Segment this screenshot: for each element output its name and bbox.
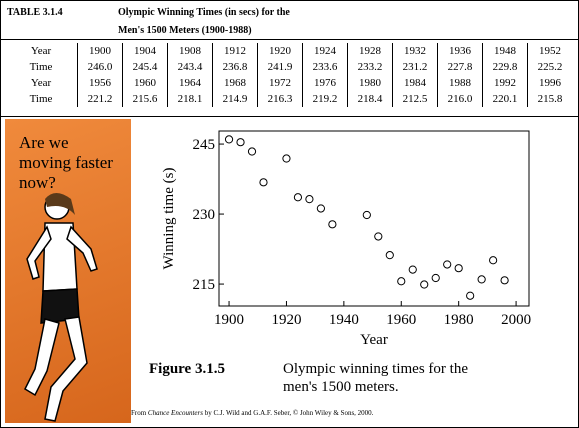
point xyxy=(386,252,393,259)
y-tick-label: 215 xyxy=(193,277,216,293)
point xyxy=(317,205,324,212)
point xyxy=(432,274,439,281)
x-tick-label: 2000 xyxy=(501,312,531,328)
point xyxy=(329,221,336,228)
point xyxy=(444,261,451,268)
point xyxy=(409,266,416,273)
caption-text: men's 1500 meters. xyxy=(283,379,399,395)
point xyxy=(501,277,508,284)
footer: From Chance Encounters by C.J. Wild and … xyxy=(131,409,373,417)
caption-text: Olympic winning times for the xyxy=(283,361,468,377)
caption-label: Figure 3.1.5 xyxy=(149,361,225,377)
point xyxy=(225,136,232,143)
chart: Figure 3.1.5 Olympic winning times for t… xyxy=(1,1,578,427)
y-tick-label: 230 xyxy=(193,207,216,223)
footer-text: From xyxy=(131,409,146,417)
point xyxy=(306,196,313,203)
plot-frame xyxy=(219,131,529,306)
point xyxy=(398,278,405,285)
y-tick-label: 245 xyxy=(193,137,216,153)
point xyxy=(421,281,428,288)
point xyxy=(478,276,485,283)
y-axis-label: Winning time (s) xyxy=(161,168,177,270)
point xyxy=(260,179,267,186)
point xyxy=(455,265,462,272)
point xyxy=(237,139,244,146)
x-tick-label: 1940 xyxy=(329,312,359,328)
point xyxy=(294,194,301,201)
point xyxy=(490,257,497,264)
footer-text: by C.J. Wild and G.A.F. Seber, © John Wi… xyxy=(205,409,374,417)
point xyxy=(363,211,370,218)
x-tick-label: 1900 xyxy=(214,312,244,328)
page: TABLE 3.1.4 Olympic Winning Times (in se… xyxy=(0,0,579,428)
x-tick-label: 1960 xyxy=(386,312,416,328)
point xyxy=(283,155,290,162)
point xyxy=(375,233,382,240)
point xyxy=(467,292,474,299)
x-axis-label: Year xyxy=(360,332,388,348)
point xyxy=(248,148,255,155)
footer-book: Chance Encounters xyxy=(148,409,203,417)
x-tick-label: 1980 xyxy=(444,312,474,328)
x-tick-label: 1920 xyxy=(271,312,301,328)
